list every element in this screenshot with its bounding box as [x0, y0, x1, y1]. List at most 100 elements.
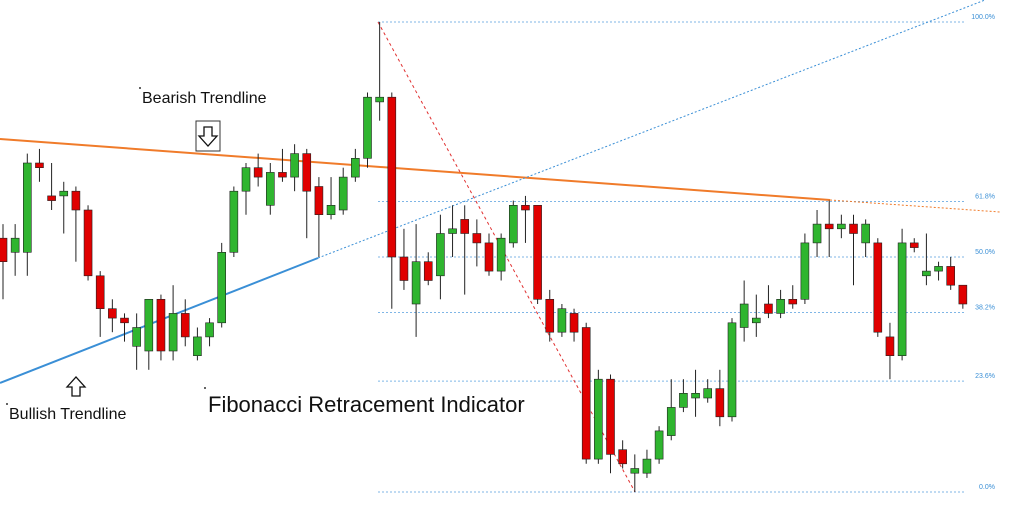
- candle-body: [83, 209, 93, 277]
- candle-body: [180, 313, 190, 338]
- fib-label: 100.0%: [971, 14, 995, 21]
- candle-body: [751, 317, 761, 324]
- bearish-label: Bearish Trendline: [142, 90, 267, 107]
- candle-body: [351, 158, 360, 178]
- down-arrow: [195, 120, 221, 152]
- candle-body: [934, 266, 943, 272]
- candle-body: [120, 317, 129, 324]
- fib-label: 0.0%: [979, 484, 995, 491]
- candle-body: [35, 162, 44, 168]
- fib-title: Fibonacci Retracement Indicator: [208, 392, 525, 417]
- fib-label: 61.8%: [975, 194, 995, 201]
- dot: [139, 87, 141, 89]
- candle-body: [95, 275, 105, 309]
- dot: [204, 387, 206, 389]
- candle-body: [132, 327, 141, 347]
- candle-body: [788, 298, 798, 305]
- candle-body: [108, 308, 117, 319]
- candle-body: [423, 261, 433, 281]
- candle-body: [824, 223, 834, 230]
- fib-label: 38.2%: [975, 304, 995, 311]
- candle-body: [436, 233, 445, 277]
- fib-label: 23.6%: [975, 373, 995, 380]
- candle-body: [727, 322, 737, 418]
- candle-body: [302, 153, 312, 192]
- candle-body: [946, 266, 956, 286]
- candle-body: [290, 153, 299, 178]
- bullish-label: Bullish Trendline: [9, 406, 127, 423]
- candle-body: [375, 96, 384, 103]
- candle-body: [508, 205, 518, 244]
- candle-body: [168, 313, 178, 352]
- candle-body: [800, 242, 810, 300]
- candle-body: [849, 223, 858, 234]
- candle-body: [569, 313, 579, 333]
- dot: [6, 403, 8, 405]
- candle-body: [581, 327, 591, 460]
- candle-body: [521, 205, 530, 211]
- candle-body: [265, 172, 275, 206]
- candle-body: [679, 392, 688, 408]
- candle-body: [630, 468, 640, 474]
- candle-body: [144, 298, 154, 352]
- candle-body: [205, 322, 214, 338]
- candle-body: [642, 458, 652, 474]
- candle-body: [885, 336, 895, 356]
- candles: [0, 22, 968, 492]
- bullish-trendline-extension: [317, 0, 986, 259]
- fib-diagonal: [377, 21, 636, 493]
- candle-body: [326, 205, 336, 216]
- candle-body: [958, 284, 968, 305]
- candle-body: [278, 172, 287, 178]
- candle-body: [594, 378, 603, 460]
- bearish-trendline: [0, 138, 831, 201]
- candle-body: [764, 303, 773, 314]
- candle-body: [666, 407, 676, 436]
- candle-body: [873, 242, 883, 333]
- candle-body: [448, 228, 457, 234]
- candle-body: [387, 96, 397, 258]
- candle-body: [229, 190, 239, 253]
- up-arrow: [65, 376, 87, 397]
- candle-body: [156, 298, 166, 352]
- candle-body: [460, 219, 470, 234]
- candle-body: [691, 392, 700, 399]
- candle-body: [533, 205, 542, 300]
- fib-label: 50.0%: [975, 249, 995, 256]
- candle-body: [703, 388, 713, 399]
- candle-body: [193, 336, 202, 356]
- candle-body: [557, 308, 567, 333]
- candle-body: [59, 190, 69, 197]
- candle-body: [363, 96, 372, 159]
- candle-body: [338, 176, 348, 211]
- candle-body: [399, 256, 409, 281]
- candle-body: [654, 430, 664, 460]
- candle-body: [776, 298, 785, 314]
- candle-body: [217, 252, 226, 324]
- candle-body: [496, 237, 506, 272]
- candle-body: [897, 242, 907, 356]
- candle-body: [909, 242, 919, 248]
- candle-body: [739, 303, 749, 328]
- candle-body: [472, 233, 482, 244]
- candle-body: [545, 298, 555, 333]
- candle-body: [0, 237, 8, 262]
- candle-body: [812, 223, 822, 244]
- fib-levels: 100.0% 61.8% 50.0% 38.2% 23.6% 0.0%: [378, 14, 995, 493]
- candle-body: [618, 449, 627, 465]
- candle-body: [47, 195, 56, 201]
- candle-body: [10, 237, 20, 253]
- candle-body: [71, 190, 81, 211]
- candle-body: [411, 261, 421, 305]
- bearish-trendline-extension: [829, 199, 1001, 213]
- candle-body: [861, 223, 870, 244]
- candle-body: [606, 378, 615, 455]
- candle-body: [241, 167, 251, 192]
- candle-body: [484, 242, 494, 272]
- candle-body: [314, 186, 324, 216]
- candle-body: [22, 162, 32, 253]
- candle-body: [715, 388, 725, 418]
- candle-body: [922, 270, 931, 277]
